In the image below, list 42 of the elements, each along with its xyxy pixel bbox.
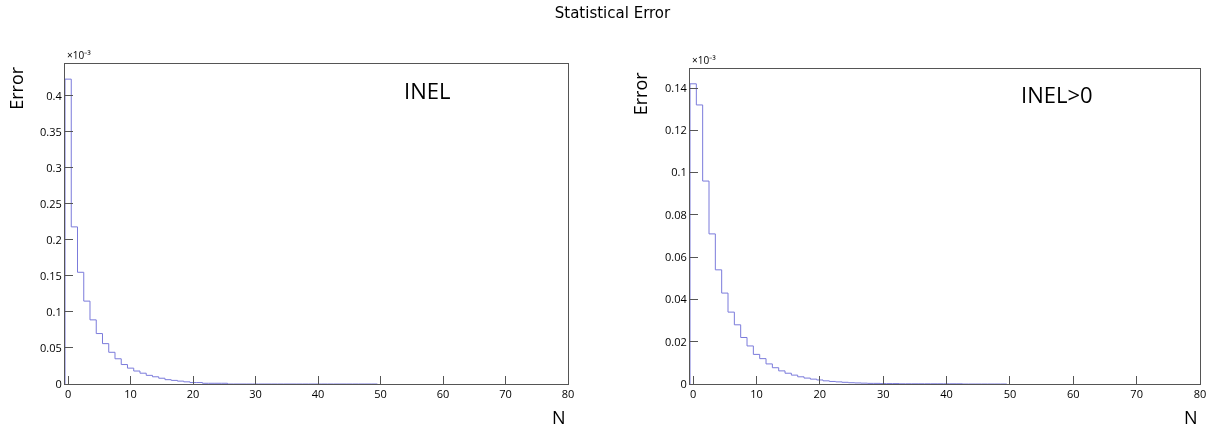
x-tick-label: 70 [499, 386, 512, 402]
text: ×10⁻³ [692, 53, 717, 67]
y-tick-label: 0.04 [665, 291, 688, 307]
y-tick-label: 0.3 [46, 159, 62, 175]
y-axis-title: Error [3, 66, 28, 110]
x-tick-label: 10 [750, 386, 763, 402]
x-tick-label: 60 [1066, 386, 1080, 402]
y-tick-label: 0.25 [40, 195, 62, 211]
y-tick-label: 0.15 [40, 267, 62, 283]
y-axis-title: Error [628, 71, 653, 116]
y-tick-label: 0.12 [665, 122, 687, 138]
x-tick-label: 40 [311, 386, 325, 402]
annotation: INEL [404, 75, 451, 105]
x-axis-title: N [1184, 405, 1198, 429]
x-tick-label: 50 [374, 386, 387, 402]
annotation: INEL>0 [1021, 79, 1093, 109]
y-tick-label: 0.35 [40, 123, 62, 139]
x-tick-label: 50 [1003, 386, 1017, 402]
x-tick-label: 30 [249, 386, 262, 402]
x-tick-label: 80 [1193, 386, 1207, 402]
y-tick-label: 0.06 [665, 249, 687, 264]
text: ×10⁻³ [67, 48, 92, 62]
x-tick-label: 30 [876, 386, 890, 402]
y-tick-label: 0.14 [665, 79, 688, 95]
x-tick-label: 10 [124, 386, 137, 402]
y-tick-label: 0.05 [40, 339, 62, 355]
x-axis-title: N [552, 405, 566, 429]
y-tick-label: 0 [55, 375, 62, 391]
y-tick-label: 0.4 [46, 87, 63, 103]
y-tick-label: 0.1 [46, 303, 62, 319]
x-tick-label: 60 [436, 386, 450, 402]
x-tick-label: 80 [561, 386, 575, 402]
text: Statistical Error [553, 4, 672, 22]
y-tick-label: 0.2 [46, 231, 62, 247]
x-tick-label: 20 [186, 386, 200, 402]
y-tick-label: 0.1 [671, 164, 687, 180]
x-tick-label: 70 [1130, 386, 1143, 402]
y-tick-label: 0 [680, 375, 687, 391]
y-tick-label: 0.08 [665, 206, 687, 222]
x-tick-label: 20 [813, 386, 827, 402]
y-tick-label: 0.02 [665, 333, 687, 349]
x-tick-label: 40 [940, 386, 953, 402]
